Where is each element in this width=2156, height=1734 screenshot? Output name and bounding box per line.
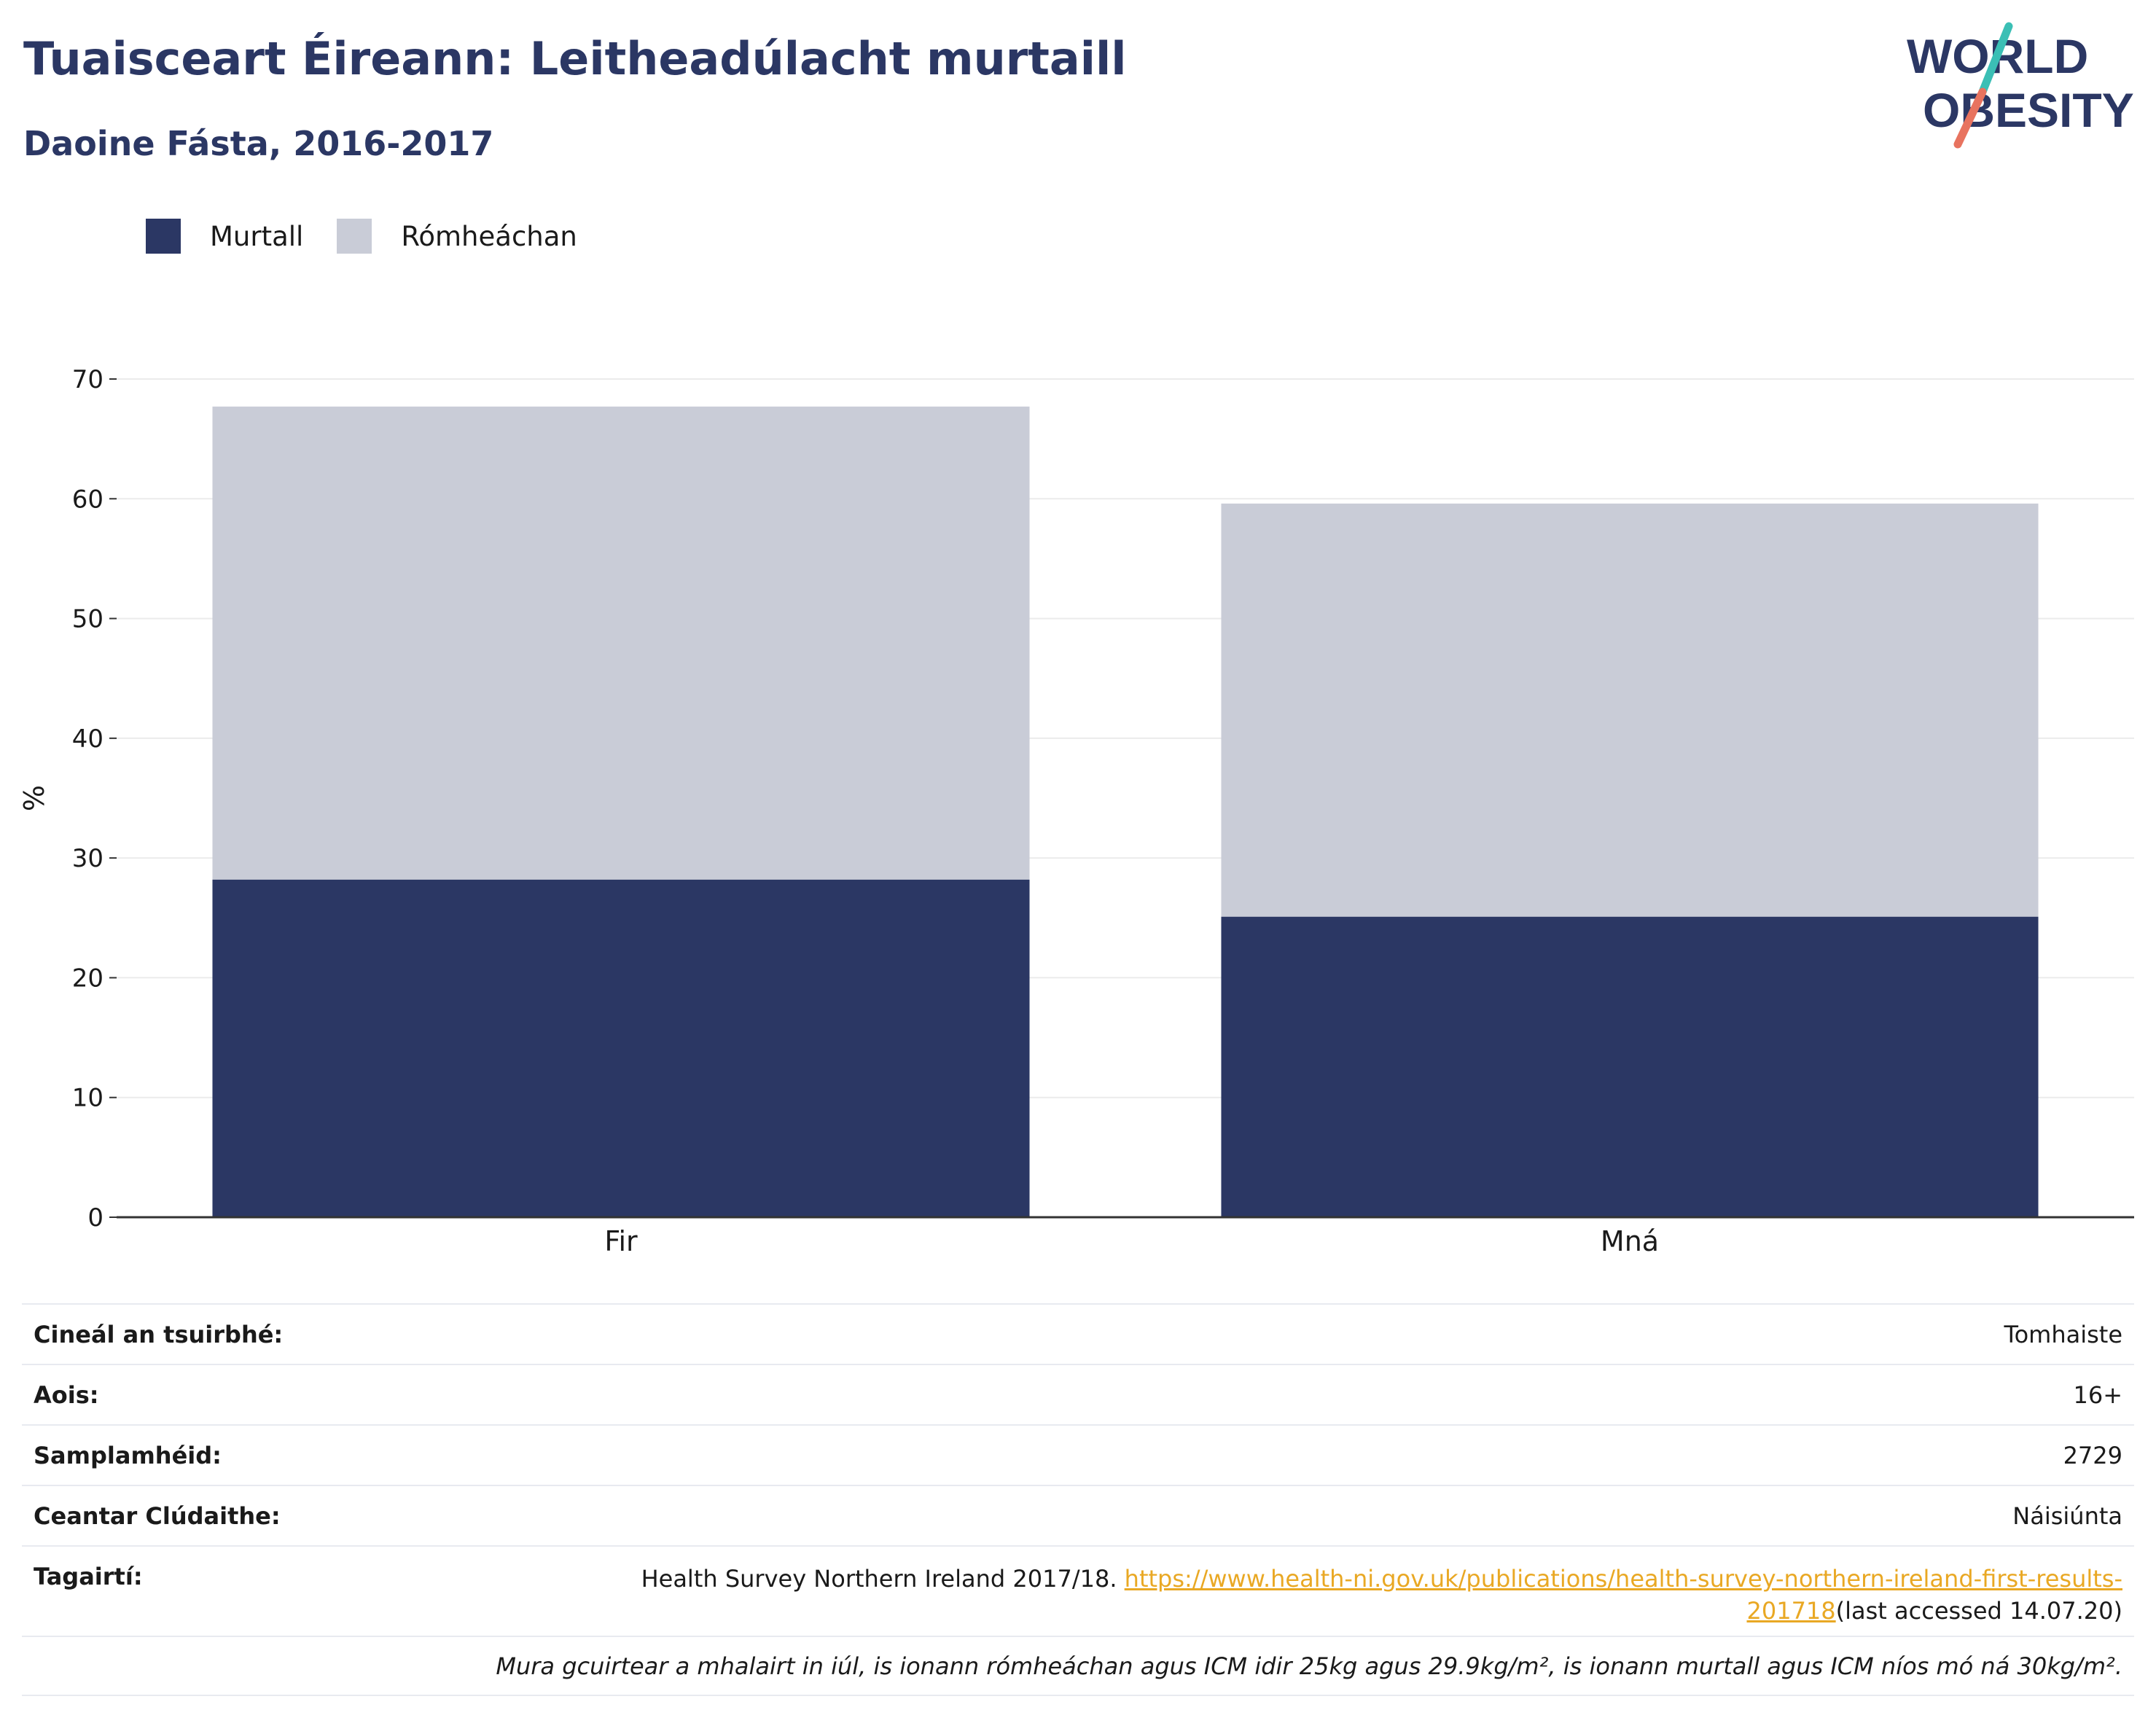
info-label: Aois:: [34, 1380, 99, 1409]
legend-swatch-murtall: [146, 219, 181, 254]
world-obesity-logo: WORLD OBESITY: [1907, 22, 2134, 149]
metadata-table: Cineál an tsuirbhé: Tomhaiste Aois: 16+ …: [22, 1303, 2134, 1696]
info-row-references: Tagairtí: Health Survey Northern Ireland…: [22, 1545, 2134, 1636]
y-tick-label: 70: [72, 365, 103, 394]
chart-title: Tuaisceart Éireann: Leitheadúlacht murta…: [23, 32, 1127, 85]
y-tick-label: 10: [72, 1084, 103, 1113]
info-label: Cineál an tsuirbhé:: [34, 1320, 284, 1348]
info-value: Náisiúnta: [2012, 1501, 2122, 1530]
info-label: Ceantar Clúdaithe:: [34, 1501, 281, 1530]
info-row-coverage: Ceantar Clúdaithe: Náisiúnta: [22, 1485, 2134, 1545]
stacked-bar-chart: 0 10 20 30 40 50 60 70 Fir Mná%: [18, 365, 2134, 1257]
info-label: Tagairtí:: [34, 1563, 143, 1590]
bar-segment-rmhechan: [1221, 503, 2039, 917]
info-row-age: Aois: 16+: [22, 1364, 2134, 1424]
legend-label-murtall: Murtall: [210, 220, 304, 252]
chart-subtitle: Daoine Fásta, 2016-2017: [23, 124, 494, 163]
legend-item-romheachan[interactable]: Rómheáchan: [337, 219, 577, 254]
reference-text: Health Survey Northern Ireland 2017/18. …: [519, 1563, 2122, 1636]
bars: [212, 406, 2039, 1217]
y-tick-label: 0: [87, 1203, 103, 1233]
logo-slash-bottom: [1953, 87, 1987, 149]
legend-item-murtall[interactable]: Murtall: [146, 219, 303, 254]
info-row-note: Mura gcuirtear a mhalairt in iúl, is ion…: [22, 1636, 2134, 1696]
info-value: 2729: [2063, 1441, 2122, 1469]
logo-line2: OBESITY: [1923, 83, 2134, 137]
legend-label-romheachan: Rómheáchan: [401, 220, 577, 252]
bar-segment-murtall: [212, 879, 1030, 1217]
x-tick-label: Fir: [604, 1225, 638, 1257]
reference-source: Health Survey Northern Ireland 2017/18.: [641, 1565, 1125, 1593]
definition-note: Mura gcuirtear a mhalairt in iúl, is ion…: [496, 1652, 2122, 1680]
info-value: 16+: [2073, 1380, 2122, 1409]
y-tick-label: 50: [72, 605, 103, 634]
logo-slash-top: [1978, 22, 2013, 96]
reference-accessed: (last accessed 14.07.20): [1835, 1597, 2122, 1625]
info-value: Tomhaiste: [2004, 1320, 2122, 1348]
y-tick-label: 30: [72, 844, 103, 873]
axes: 0 10 20 30 40 50 60 70 Fir Mná%: [18, 365, 2134, 1257]
bar-segment-rmhechan: [212, 406, 1030, 880]
y-tick-label: 20: [72, 964, 103, 993]
reference-link[interactable]: https://www.health-ni.gov.uk/publication…: [1124, 1565, 2122, 1625]
x-tick-label: Mná: [1601, 1225, 1659, 1257]
info-label: Samplamhéid:: [34, 1441, 222, 1469]
y-axis-label: %: [18, 785, 50, 811]
info-row-sample-size: Samplamhéid: 2729: [22, 1424, 2134, 1485]
y-tick-label: 60: [72, 485, 103, 514]
info-row-survey-type: Cineál an tsuirbhé: Tomhaiste: [22, 1303, 2134, 1364]
chart-legend: Murtall Rómheáchan: [146, 216, 611, 257]
legend-swatch-romheachan: [337, 219, 372, 254]
bar-segment-murtall: [1221, 916, 2039, 1217]
y-tick-label: 40: [72, 725, 103, 754]
